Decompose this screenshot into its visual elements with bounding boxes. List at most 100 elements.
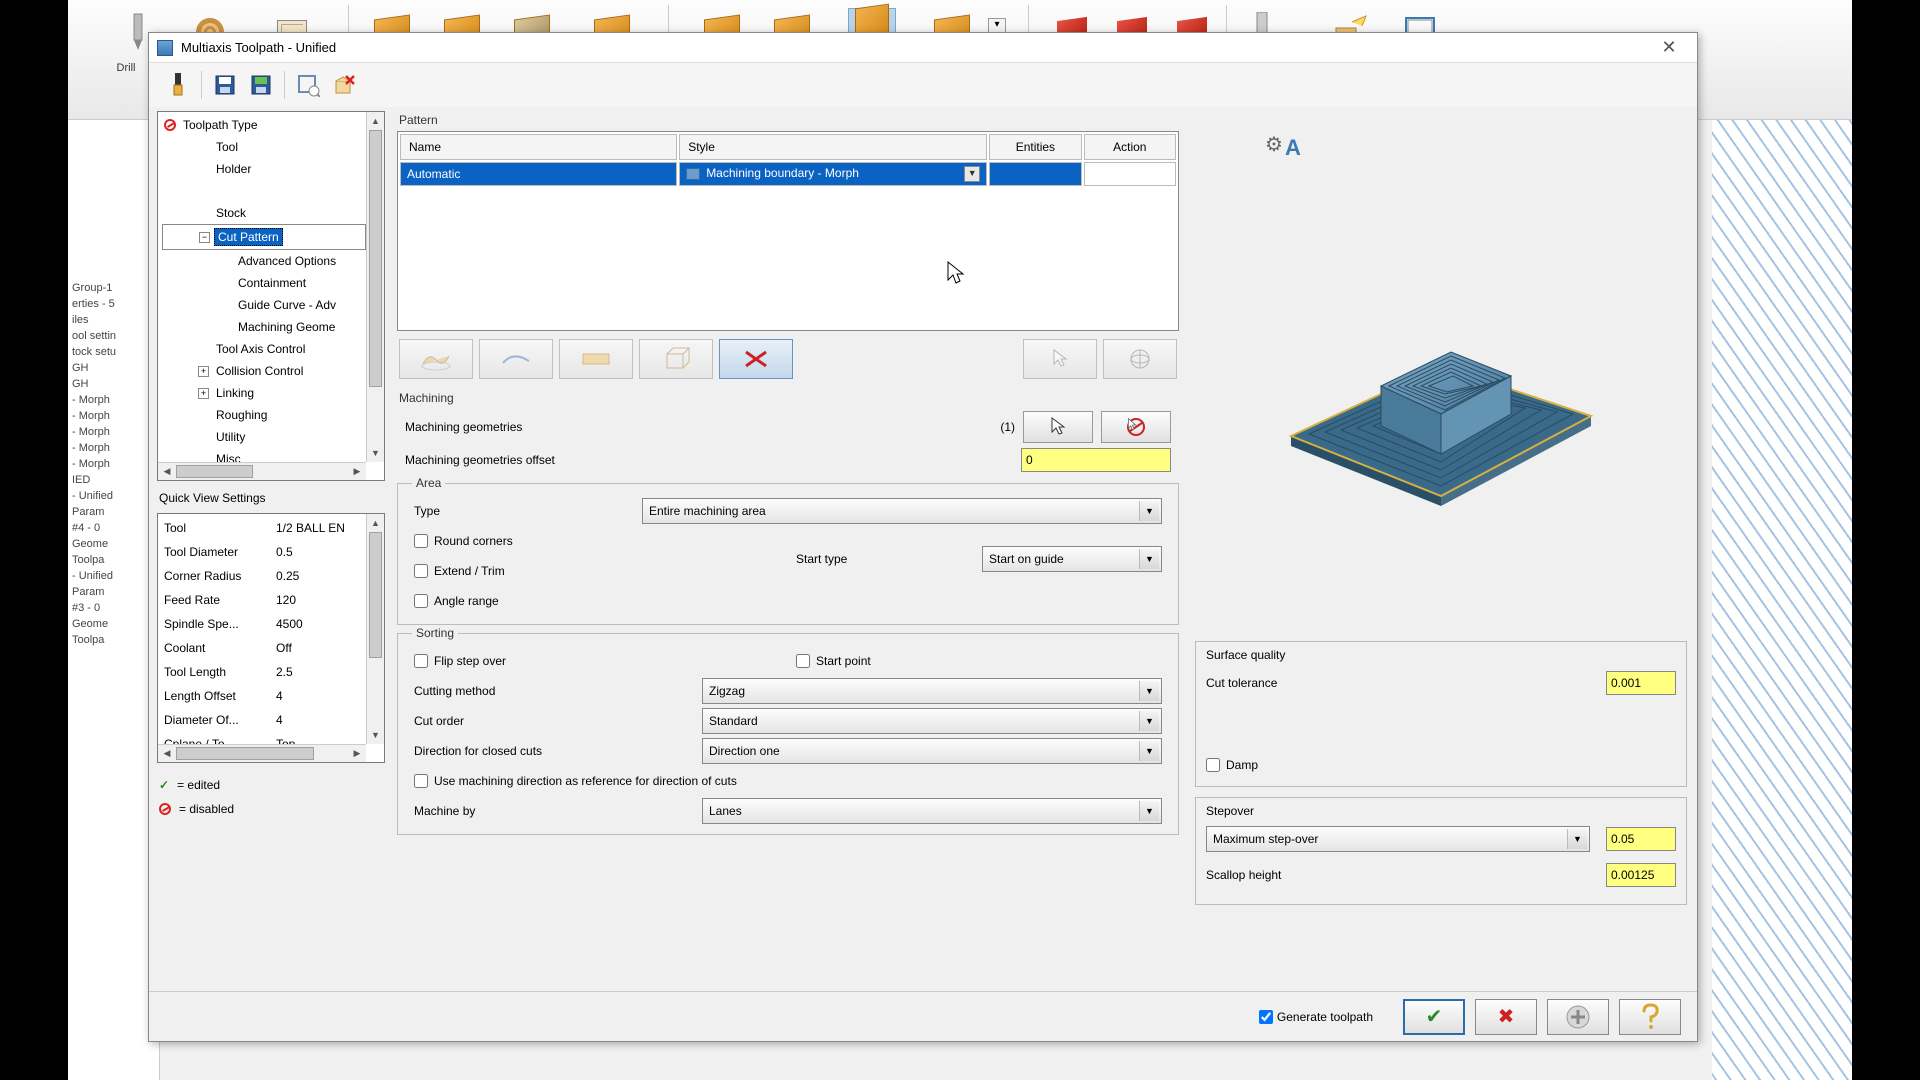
tb-settings-icon[interactable] <box>291 68 325 102</box>
qv-hscroll[interactable]: ◀▶ <box>158 744 366 762</box>
tree-hscroll[interactable]: ◀▶ <box>158 462 366 480</box>
window-icon <box>157 40 173 56</box>
tb-save-green-icon[interactable] <box>244 68 278 102</box>
pattern-btn-surface[interactable] <box>399 339 473 379</box>
qv-row: Tool1/2 BALL EN <box>164 516 360 540</box>
qv-row: Cplane / ToTop <box>164 732 360 744</box>
toolpath-tree[interactable]: Toolpath Type ToolHolder Stock−Cut Patter… <box>157 111 385 481</box>
pattern-btn-globe[interactable] <box>1103 339 1177 379</box>
cut-tol-input[interactable] <box>1606 671 1676 695</box>
damp-check[interactable]: Damp <box>1206 758 1676 772</box>
tb-save-icon[interactable] <box>208 68 242 102</box>
stepover-method-select[interactable]: Maximum step-over▼ <box>1206 826 1590 852</box>
add-button[interactable] <box>1547 999 1609 1035</box>
quickview-box: Tool1/2 BALL ENTool Diameter0.5Corner Ra… <box>157 513 385 763</box>
help-button[interactable] <box>1619 999 1681 1035</box>
pattern-entities[interactable] <box>989 162 1081 186</box>
col-style[interactable]: Style <box>679 134 987 160</box>
qv-row: Corner Radius0.25 <box>164 564 360 588</box>
flip-step-check[interactable]: Flip step over <box>414 654 506 668</box>
qv-row: Tool Length2.5 <box>164 660 360 684</box>
tree-item[interactable]: −Cut Pattern <box>162 224 366 250</box>
ok-button[interactable]: ✔ <box>1403 999 1465 1035</box>
tree-item[interactable]: Utility <box>162 426 366 448</box>
area-title: Area <box>412 476 445 490</box>
tb-tool-icon[interactable] <box>161 68 195 102</box>
start-type-label: Start type <box>796 552 847 566</box>
tree-header[interactable]: Toolpath Type <box>180 117 261 133</box>
qv-row: Length Offset4 <box>164 684 360 708</box>
machine-by-select[interactable]: Lanes▼ <box>702 798 1162 824</box>
ribbon-drill-label: Drill <box>96 62 156 74</box>
qv-row: CoolantOff <box>164 636 360 660</box>
tree-item[interactable]: +Linking <box>162 382 366 404</box>
window-title: Multiaxis Toolpath - Unified <box>181 40 1649 55</box>
tree-item[interactable] <box>162 180 366 202</box>
qv-row: Tool Diameter0.5 <box>164 540 360 564</box>
mach-geom-label: Machining geometries <box>405 420 522 434</box>
tree-item[interactable]: Advanced Options <box>162 250 366 272</box>
pattern-btn-select[interactable] <box>1023 339 1097 379</box>
start-point-check[interactable]: Start point <box>796 654 871 668</box>
tree-item[interactable]: Misc <box>162 448 366 462</box>
mach-geom-clear[interactable] <box>1101 411 1171 443</box>
qv-vscroll[interactable]: ▲▼ <box>366 514 384 744</box>
disabled-icon <box>164 119 176 131</box>
multiaxis-dialog: Multiaxis Toolpath - Unified ✕ Toolpath … <box>148 32 1698 1042</box>
tree-item[interactable]: Holder <box>162 158 366 180</box>
cut-tol-label: Cut tolerance <box>1206 676 1277 690</box>
col-entities[interactable]: Entities <box>989 134 1081 160</box>
cut-order-select[interactable]: Standard▼ <box>702 708 1162 734</box>
tree-item[interactable]: Roughing <box>162 404 366 426</box>
preview-3d: ⚙A <box>1195 111 1687 641</box>
generate-toolpath-check[interactable]: Generate toolpath <box>1259 1010 1373 1024</box>
pattern-btn-delete[interactable] <box>719 339 793 379</box>
mach-geom-select[interactable] <box>1023 411 1093 443</box>
dir-closed-label: Direction for closed cuts <box>414 744 694 758</box>
pattern-name[interactable]: Automatic <box>400 162 677 186</box>
sorting-title: Sorting <box>412 626 458 640</box>
tree-item[interactable]: Machining Geome <box>162 316 366 338</box>
cancel-button[interactable]: ✖ <box>1475 999 1537 1035</box>
col-name[interactable]: Name <box>400 134 677 160</box>
pattern-btn-curve[interactable] <box>479 339 553 379</box>
mach-offset-label: Machining geometries offset <box>405 453 555 467</box>
start-type-select[interactable]: Start on guide▼ <box>982 546 1162 572</box>
tree-item[interactable]: +Collision Control <box>162 360 366 382</box>
cutting-method-select[interactable]: Zigzag▼ <box>702 678 1162 704</box>
tree-vscroll[interactable]: ▲▼ <box>366 112 384 462</box>
pattern-delete[interactable]: ✕ <box>1084 162 1176 186</box>
auto-gear-icon: ⚙A <box>1265 131 1299 157</box>
mach-offset-input[interactable] <box>1021 448 1171 472</box>
legend-disabled: = disabled <box>179 802 234 816</box>
dir-closed-select[interactable]: Direction one▼ <box>702 738 1162 764</box>
legend-edited: = edited <box>177 778 220 792</box>
extend-trim-check[interactable]: Extend / Trim <box>414 564 505 578</box>
tree-item[interactable]: Stock <box>162 202 366 224</box>
pattern-style[interactable]: Machining boundary - Morph▼ <box>679 162 987 186</box>
use-mach-dir-check[interactable]: Use machining direction as reference for… <box>414 774 737 788</box>
scallop-input[interactable] <box>1606 863 1676 887</box>
angle-range-check[interactable]: Angle range <box>414 594 499 608</box>
background-ops-panel: Group-1erties - 5ilesool settintock setu… <box>68 120 160 1080</box>
stepover-value-input[interactable] <box>1606 827 1676 851</box>
col-action[interactable]: Action <box>1084 134 1176 160</box>
tb-delete-icon[interactable] <box>327 68 361 102</box>
tree-item[interactable]: Containment <box>162 272 366 294</box>
qv-row: Feed Rate120 <box>164 588 360 612</box>
pattern-btn-box[interactable] <box>639 339 713 379</box>
surface-quality-title: Surface quality <box>1206 648 1676 662</box>
tree-item[interactable]: Guide Curve - Adv <box>162 294 366 316</box>
machine-by-label: Machine by <box>414 804 694 818</box>
round-corners-check[interactable]: Round corners <box>414 534 513 548</box>
pattern-btn-plane[interactable] <box>559 339 633 379</box>
qv-row: Spindle Spe...4500 <box>164 612 360 636</box>
tree-item[interactable]: Tool Axis Control <box>162 338 366 360</box>
tree-item[interactable]: Tool <box>162 136 366 158</box>
disabled-icon <box>159 803 171 815</box>
close-button[interactable]: ✕ <box>1649 37 1689 59</box>
pattern-row[interactable]: Automatic Machining boundary - Morph▼ ✕ <box>400 162 1176 186</box>
area-type-select[interactable]: Entire machining area▼ <box>642 498 1162 524</box>
scallop-label: Scallop height <box>1206 868 1281 882</box>
dropdown-icon[interactable]: ▼ <box>964 166 980 182</box>
